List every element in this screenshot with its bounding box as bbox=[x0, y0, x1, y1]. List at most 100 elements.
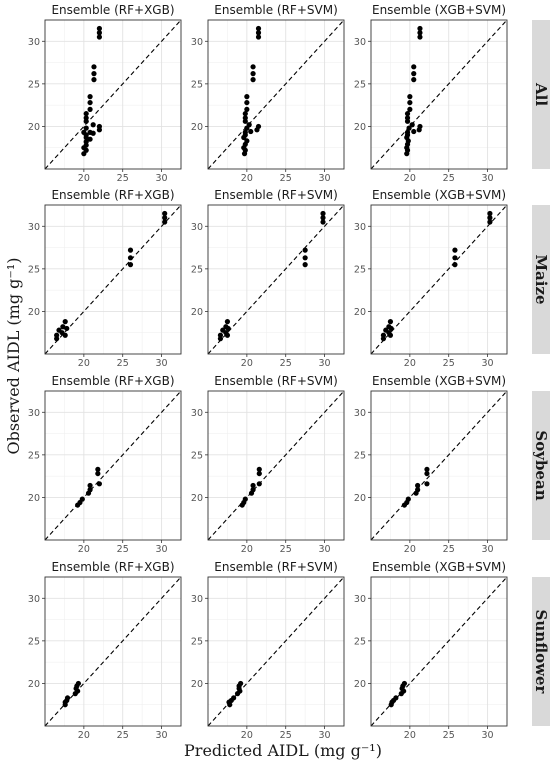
row-strip-label: Sunflower bbox=[532, 610, 550, 695]
data-point bbox=[162, 210, 168, 217]
x-tick-label: 25 bbox=[117, 730, 129, 741]
data-point bbox=[239, 502, 245, 508]
y-tick-label: 30 bbox=[354, 408, 366, 419]
data-point bbox=[256, 466, 262, 472]
data-point bbox=[255, 25, 262, 32]
data-point bbox=[248, 128, 254, 135]
x-tick-label: 30 bbox=[482, 358, 494, 369]
data-point bbox=[407, 106, 413, 112]
scatter-panel: Ensemble (RF+SVM) 20 20 25 25 30 30 bbox=[191, 560, 345, 741]
panel-border bbox=[207, 390, 345, 541]
panel-border bbox=[370, 390, 508, 541]
data-point bbox=[242, 111, 248, 117]
identity-line bbox=[207, 19, 345, 170]
y-tick-label: 20 bbox=[28, 493, 40, 504]
data-point bbox=[388, 702, 394, 708]
x-tick-label: 30 bbox=[156, 730, 168, 741]
data-point bbox=[217, 336, 224, 342]
x-tick-label: 20 bbox=[404, 358, 416, 369]
data-point bbox=[83, 125, 89, 131]
x-tick-label: 20 bbox=[78, 358, 90, 369]
data-point bbox=[127, 255, 134, 261]
y-tick-label: 25 bbox=[191, 636, 203, 647]
panel-border bbox=[44, 576, 182, 727]
y-tick-label: 25 bbox=[28, 79, 40, 90]
data-point bbox=[487, 215, 493, 221]
identity-line bbox=[44, 390, 182, 541]
data-point bbox=[452, 262, 458, 268]
y-tick-label: 25 bbox=[28, 264, 40, 275]
data-point bbox=[75, 502, 81, 508]
x-tick-label: 30 bbox=[156, 544, 168, 555]
data-point bbox=[487, 210, 493, 217]
y-tick-label: 25 bbox=[191, 264, 203, 275]
data-point bbox=[87, 482, 93, 489]
data-point bbox=[96, 30, 102, 36]
y-tick-label: 30 bbox=[191, 222, 203, 233]
data-point bbox=[162, 219, 168, 225]
y-tick-label: 30 bbox=[354, 594, 366, 605]
data-point bbox=[127, 247, 134, 253]
row-strip: All bbox=[532, 20, 550, 169]
data-point bbox=[256, 481, 262, 487]
x-tick-label: 20 bbox=[78, 730, 90, 741]
y-tick-label: 30 bbox=[191, 594, 203, 605]
x-tick-label: 30 bbox=[156, 358, 168, 369]
data-point bbox=[127, 262, 134, 268]
data-point bbox=[241, 151, 248, 157]
data-point bbox=[320, 219, 326, 225]
scatter-panel: Ensemble (RF+XGB) 20 20 25 25 30 30 bbox=[28, 560, 182, 741]
data-point bbox=[248, 490, 255, 496]
scatter-panel: Ensemble (RF+SVM) 20 20 25 25 30 30 bbox=[191, 374, 345, 555]
data-point bbox=[87, 136, 93, 142]
data-point bbox=[411, 128, 417, 135]
panel-title: Ensemble (RF+SVM) bbox=[214, 560, 338, 574]
y-tick-label: 25 bbox=[191, 450, 203, 461]
data-point bbox=[302, 255, 308, 261]
y-tick-label: 20 bbox=[191, 122, 203, 133]
data-point bbox=[255, 123, 262, 130]
data-point bbox=[62, 332, 68, 338]
x-tick-label: 25 bbox=[280, 730, 292, 741]
x-tick-label: 30 bbox=[156, 173, 168, 184]
y-tick-label: 20 bbox=[28, 307, 40, 318]
data-point bbox=[424, 466, 430, 472]
row-strip-background bbox=[532, 577, 550, 726]
data-point bbox=[90, 122, 96, 128]
y-tick-label: 20 bbox=[191, 679, 203, 690]
identity-line bbox=[370, 390, 508, 541]
data-point bbox=[255, 30, 262, 36]
panel-title: Ensemble (XGB+SVM) bbox=[372, 3, 506, 17]
y-tick-label: 20 bbox=[354, 679, 366, 690]
data-point bbox=[83, 111, 89, 117]
x-tick-label: 30 bbox=[319, 173, 331, 184]
data-point bbox=[83, 134, 89, 141]
y-tick-label: 25 bbox=[354, 79, 366, 90]
panels-layer: Ensemble (RF+XGB) 20 20 25 25 30 30 Ensemble (R… bbox=[28, 3, 508, 741]
data-point bbox=[411, 77, 417, 83]
data-point bbox=[406, 125, 412, 131]
panel-border bbox=[207, 576, 345, 727]
data-point bbox=[224, 319, 231, 325]
data-point bbox=[320, 210, 326, 217]
panel-border bbox=[370, 19, 508, 170]
data-point bbox=[302, 262, 308, 268]
data-point bbox=[411, 71, 417, 77]
data-point bbox=[409, 122, 415, 128]
panel-title: Ensemble (RF+XGB) bbox=[51, 374, 174, 388]
row-strip-label: Maize bbox=[532, 254, 550, 304]
row-strip: Maize bbox=[532, 205, 550, 354]
data-point bbox=[244, 125, 250, 131]
row-strip: Soybean bbox=[532, 391, 550, 540]
scatter-panel: Ensemble (XGB+SVM) 20 20 25 25 30 30 bbox=[354, 560, 508, 741]
panel-border bbox=[44, 19, 182, 170]
scatter-panel: Ensemble (XGB+SVM) 20 20 25 25 30 30 bbox=[354, 3, 508, 184]
y-tick-label: 30 bbox=[28, 37, 40, 48]
y-tick-label: 20 bbox=[191, 307, 203, 318]
panel-border bbox=[207, 19, 345, 170]
y-tick-label: 20 bbox=[28, 679, 40, 690]
x-tick-label: 25 bbox=[443, 730, 455, 741]
row-strip-label: Soybean bbox=[532, 430, 550, 500]
data-point bbox=[415, 482, 421, 489]
